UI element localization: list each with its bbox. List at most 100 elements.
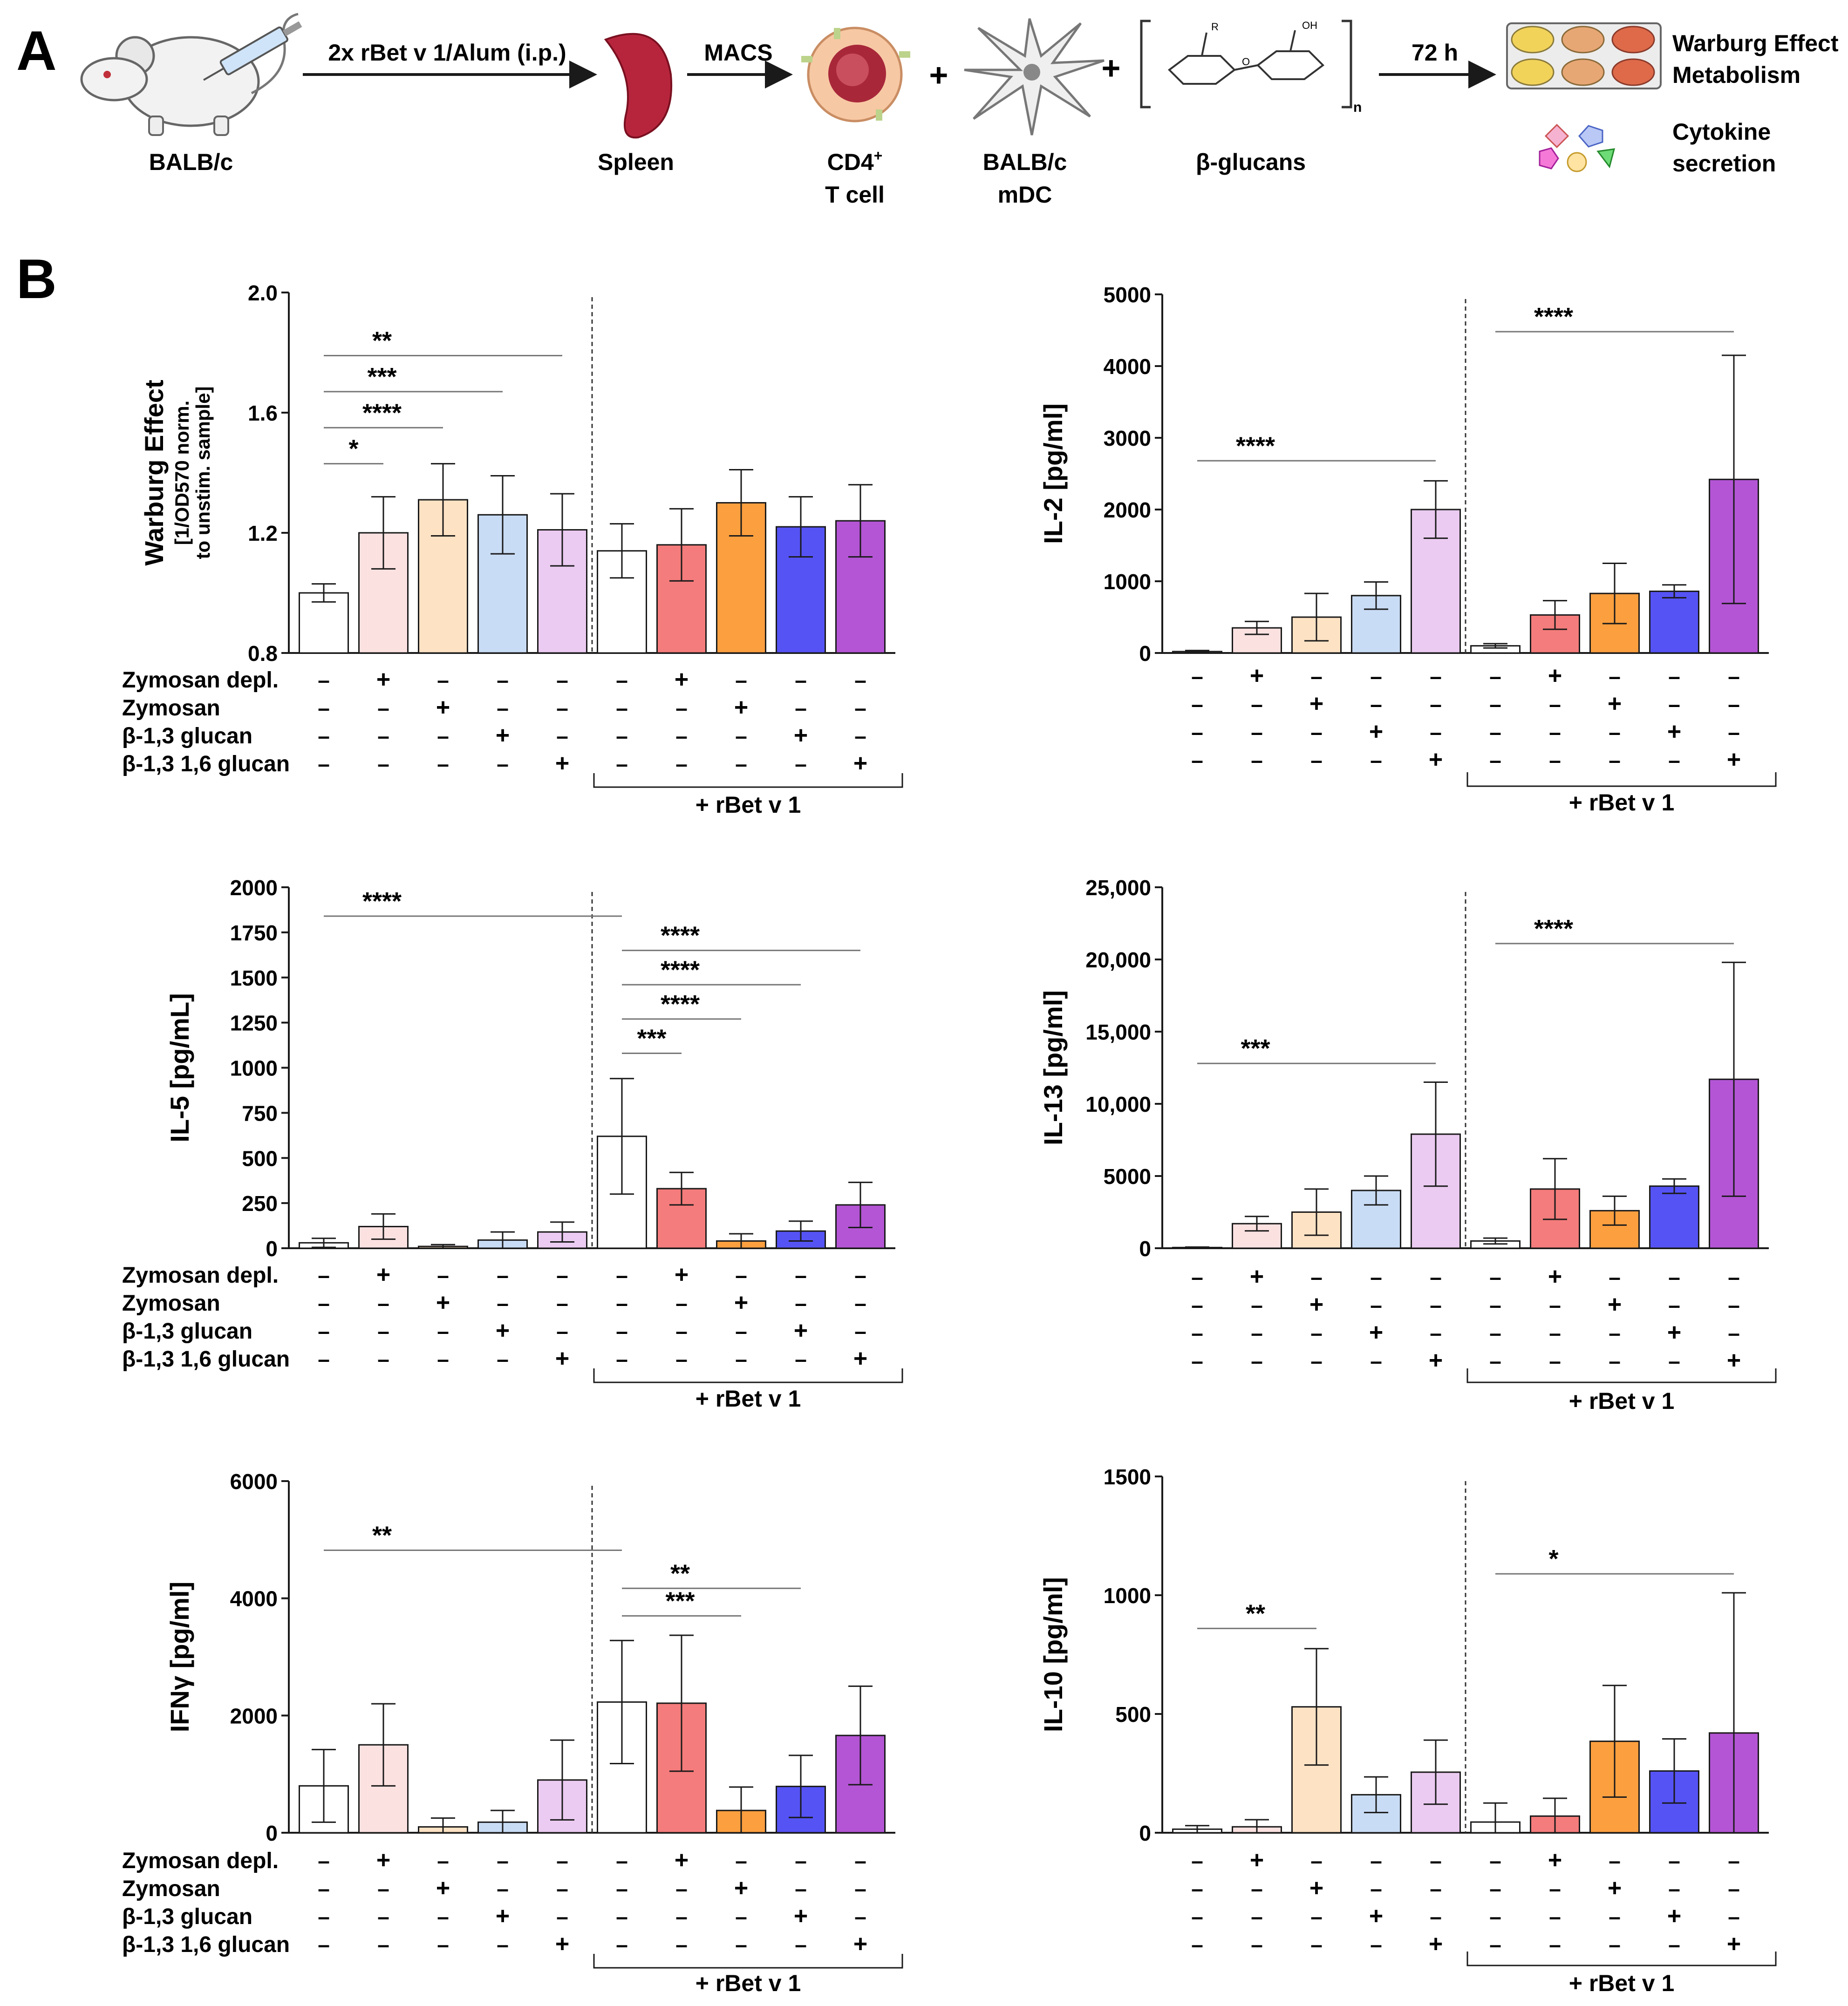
minus-marker: – [1728, 1849, 1740, 1873]
minus-marker: – [1251, 1293, 1263, 1317]
minus-marker: – [377, 1319, 389, 1343]
minus-marker: – [1609, 664, 1621, 688]
plus-marker: + [1429, 746, 1443, 773]
condition-row-label: β-1,3 1,6 glucan [122, 1932, 290, 1957]
minus-marker: – [318, 1291, 330, 1315]
rbet-bracket-label: + rBet v 1 [696, 1386, 801, 1412]
minus-marker: – [1191, 692, 1203, 716]
minus-marker: – [735, 1932, 747, 1957]
minus-marker: – [1489, 1932, 1501, 1957]
y-tick-label: 6000 [230, 1469, 278, 1494]
y-tick-label: 1750 [230, 921, 278, 945]
y-tick-label: 0 [1139, 1237, 1151, 1261]
minus-marker: – [437, 1263, 449, 1287]
minus-marker: – [616, 696, 628, 720]
plus-marker: + [1429, 1347, 1443, 1374]
minus-marker: – [437, 752, 449, 776]
rbet-bracket [593, 1954, 903, 1969]
minus-marker: – [616, 1932, 628, 1957]
minus-marker: – [1549, 1904, 1561, 1929]
mdc-label-line2: mDC [998, 182, 1052, 208]
readout-2-line2: secretion [1672, 150, 1776, 177]
minus-marker: – [318, 1263, 330, 1287]
minus-marker: – [854, 1877, 866, 1901]
plus-marker: + [1548, 1847, 1562, 1874]
minus-marker: – [556, 1319, 568, 1343]
significance-label: *** [1241, 1034, 1270, 1062]
minus-marker: – [675, 1319, 688, 1343]
minus-marker: – [1370, 1877, 1382, 1901]
plus-marker: + [853, 750, 867, 777]
glucan-oh-label: OH [1302, 20, 1317, 31]
spleen-icon [604, 33, 673, 139]
minus-marker: – [854, 1291, 866, 1315]
minus-marker: – [1430, 1293, 1442, 1317]
minus-marker: – [1251, 1877, 1263, 1901]
minus-marker: – [1728, 720, 1740, 744]
minus-marker: – [556, 1904, 568, 1929]
minus-marker: – [556, 1877, 568, 1901]
significance-label: **** [1534, 303, 1573, 331]
minus-marker: – [497, 752, 509, 776]
minus-marker: – [1430, 1877, 1442, 1901]
significance-label: **** [1534, 915, 1573, 943]
plus-marker: + [675, 1261, 689, 1288]
y-tick-label: 1.2 [248, 521, 278, 545]
y-tick-label: 0 [266, 1821, 278, 1845]
minus-marker: – [1549, 1877, 1561, 1901]
significance-label: ** [670, 1559, 690, 1587]
minus-marker: – [1728, 1321, 1740, 1345]
minus-marker: – [1489, 1904, 1501, 1929]
minus-marker: – [1609, 1321, 1621, 1345]
minus-marker: – [1191, 1849, 1203, 1873]
plus-marker: + [794, 722, 808, 749]
minus-marker: – [1549, 720, 1561, 744]
minus-marker: – [616, 1904, 628, 1929]
plus-marker: + [1608, 690, 1622, 717]
chart-il-13: 0 5000 10,000 15,000 20,000 25,000 IL-13 [pg/m… [1038, 876, 1777, 1414]
minus-marker: – [1609, 1349, 1621, 1373]
minus-marker: – [854, 1263, 866, 1287]
minus-marker: – [1251, 1349, 1263, 1373]
plus-marker: + [1369, 1903, 1383, 1930]
condition-row-label: β-1,3 glucan [122, 724, 252, 748]
minus-marker: – [377, 1932, 389, 1957]
minus-marker: – [675, 1291, 688, 1315]
y-tick-label: 0 [1139, 1821, 1151, 1845]
y-tick-label: 0 [266, 1237, 278, 1261]
minus-marker: – [318, 696, 330, 720]
minus-marker: – [377, 1877, 389, 1901]
minus-marker: – [377, 1347, 389, 1371]
minus-marker: – [795, 1263, 807, 1287]
minus-marker: – [1489, 720, 1501, 744]
minus-marker: – [1668, 1849, 1680, 1873]
minus-marker: – [675, 1932, 688, 1957]
minus-marker: – [1251, 1321, 1263, 1345]
minus-marker: – [1609, 1849, 1621, 1873]
glucan-n-label: n [1353, 100, 1362, 115]
condition-row-label: β-1,3 glucan [122, 1904, 252, 1929]
minus-marker: – [1251, 692, 1263, 716]
minus-marker: – [616, 1849, 628, 1873]
plus-marker: + [1608, 1291, 1622, 1318]
minus-marker: – [556, 724, 568, 748]
minus-marker: – [318, 1932, 330, 1957]
plus-marker: + [436, 1289, 450, 1316]
significance-label: **** [661, 956, 700, 984]
plus-marker: + [1667, 718, 1681, 745]
minus-marker: – [1430, 720, 1442, 744]
minus-marker: – [1668, 748, 1680, 772]
minus-marker: – [497, 1932, 509, 1957]
minus-marker: – [377, 752, 389, 776]
minus-marker: – [1191, 1932, 1203, 1957]
minus-marker: – [854, 668, 866, 692]
plus-marker: + [555, 750, 569, 777]
minus-marker: – [1728, 1293, 1740, 1317]
panel-a: A BALB/c 2x rBet v 1/Alum (i.p.) Spleen … [16, 13, 1839, 208]
minus-marker: – [437, 668, 449, 692]
minus-marker: – [795, 1932, 807, 1957]
plus-marker: + [1667, 1903, 1681, 1930]
minus-marker: – [795, 1877, 807, 1901]
minus-marker: – [1310, 720, 1323, 744]
t-cell-label-line1: CD4+ [827, 147, 883, 175]
